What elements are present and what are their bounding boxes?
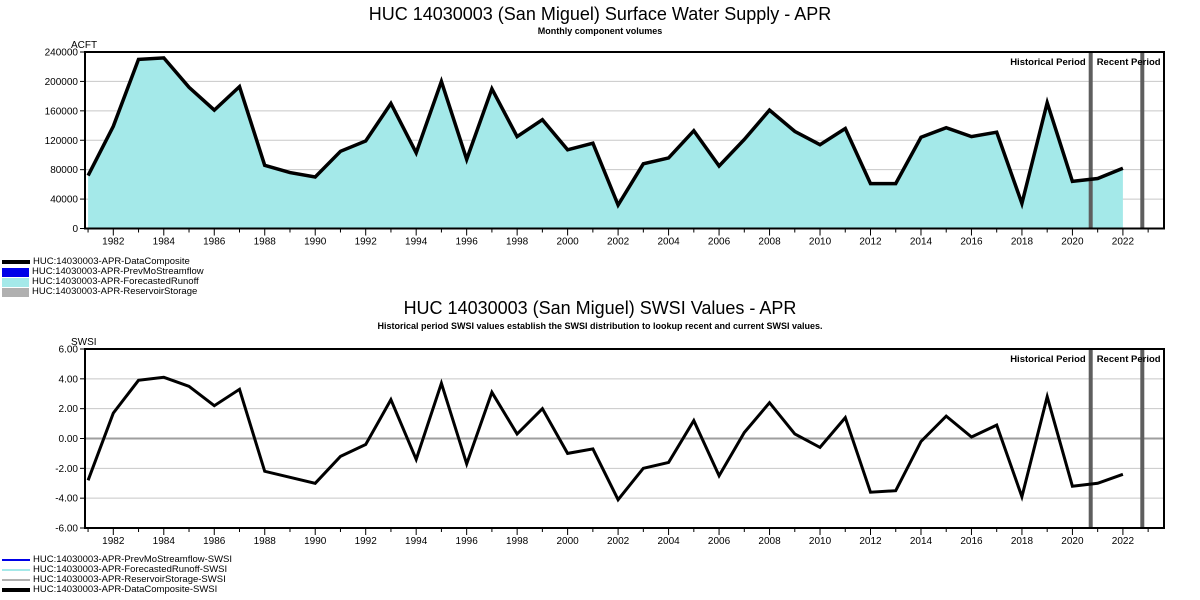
x-tick-label: 2022 bbox=[1112, 536, 1135, 547]
x-tick-label: 1986 bbox=[203, 536, 226, 547]
swsi-values-line bbox=[86, 375, 1124, 503]
x-tick-label: 2010 bbox=[809, 237, 832, 248]
x-tick-label: 1996 bbox=[456, 536, 479, 547]
x-tick-label: 2002 bbox=[607, 536, 630, 547]
x-tick-label: 1984 bbox=[153, 536, 176, 547]
historical-period-label: Historical Period bbox=[1010, 57, 1086, 68]
y-tick-label: 0.00 bbox=[59, 434, 79, 445]
surface-water-supply-area bbox=[88, 57, 1123, 229]
x-tick-label: 2020 bbox=[1061, 536, 1084, 547]
legend-label: HUC:14030003-APR-ForecastedRunoff bbox=[32, 276, 199, 287]
x-tick-label: 1982 bbox=[102, 536, 125, 547]
legend-swatch-box bbox=[2, 287, 29, 297]
x-tick-label: 1996 bbox=[456, 237, 479, 248]
x-tick-label: 2022 bbox=[1112, 237, 1135, 248]
x-tick-label: 1998 bbox=[506, 536, 529, 547]
supply-legend: HUC:14030003-APR-DataComposite HUC:140300… bbox=[2, 257, 204, 297]
legend-item: HUC:14030003-APR-ReservoirStorage-SWSI bbox=[2, 575, 232, 585]
surface-water-supply-line bbox=[86, 56, 1124, 210]
swsi-chart-title: HUC 14030003 (San Miguel) SWSI Values - … bbox=[403, 298, 797, 318]
x-tick-label: 2000 bbox=[556, 536, 579, 547]
legend-label: HUC:14030003-APR-PrevMoStreamflow bbox=[32, 266, 204, 277]
legend-swatch-line bbox=[2, 579, 30, 581]
historical-period-label: Historical Period bbox=[1010, 354, 1086, 365]
legend-label: HUC:14030003-APR-DataComposite-SWSI bbox=[33, 584, 218, 595]
x-tick-label: 2002 bbox=[607, 237, 630, 248]
legend-swatch-thick-line bbox=[2, 260, 30, 264]
supply-chart-subtitle: Monthly component volumes bbox=[537, 26, 663, 36]
swsi-legend: HUC:14030003-APR-PrevMoStreamflow-SWSI HU… bbox=[2, 555, 232, 595]
legend-label: HUC:14030003-APR-PrevMoStreamflow-SWSI bbox=[33, 554, 233, 565]
x-tick-label: 1990 bbox=[304, 237, 327, 248]
legend-item: HUC:14030003-APR-PrevMoStreamflow bbox=[2, 267, 204, 277]
x-tick-label: 2012 bbox=[859, 536, 882, 547]
x-tick-label: 2000 bbox=[556, 237, 579, 248]
y-tick-label: 40000 bbox=[50, 195, 78, 206]
legend-swatch-box bbox=[2, 277, 29, 287]
x-tick-label: 1998 bbox=[506, 237, 529, 248]
legend-swatch-box bbox=[2, 267, 29, 277]
x-tick-label: 1986 bbox=[203, 237, 226, 248]
x-tick-label: 2016 bbox=[960, 536, 983, 547]
x-tick-label: 2018 bbox=[1011, 536, 1034, 547]
x-tick-label: 1990 bbox=[304, 536, 327, 547]
x-tick-label: 2014 bbox=[910, 536, 933, 547]
x-tick-label: 2012 bbox=[859, 237, 882, 248]
x-tick-label: 1988 bbox=[254, 237, 277, 248]
y-tick-label: 0 bbox=[72, 224, 78, 235]
x-tick-label: 2010 bbox=[809, 536, 832, 547]
recent-period-label: Recent Period bbox=[1097, 57, 1161, 68]
x-tick-label: 2004 bbox=[657, 536, 680, 547]
y-tick-label: -6.00 bbox=[55, 524, 78, 535]
x-tick-label: 1988 bbox=[254, 536, 277, 547]
x-tick-label: 1994 bbox=[405, 536, 428, 547]
y-tick-label: 120000 bbox=[45, 136, 79, 147]
x-tick-label: 1982 bbox=[102, 237, 125, 248]
x-tick-label: 1994 bbox=[405, 237, 428, 248]
x-tick-label: 2006 bbox=[708, 536, 731, 547]
y-tick-label: 80000 bbox=[50, 165, 78, 176]
y-tick-label: -4.00 bbox=[55, 494, 78, 505]
y-tick-label: 160000 bbox=[45, 106, 79, 117]
supply-chart-title: HUC 14030003 (San Miguel) Surface Water … bbox=[368, 4, 832, 24]
legend-item: HUC:14030003-APR-ForecastedRunoff-SWSI bbox=[2, 565, 232, 575]
recent-period-label: Recent Period bbox=[1097, 354, 1161, 365]
x-tick-label: 1984 bbox=[153, 237, 176, 248]
x-tick-label: 2008 bbox=[758, 237, 781, 248]
y-tick-label: 240000 bbox=[45, 48, 79, 59]
x-tick-label: 2014 bbox=[910, 237, 933, 248]
legend-label: HUC:14030003-APR-ForecastedRunoff-SWSI bbox=[33, 564, 228, 575]
y-tick-label: -2.00 bbox=[55, 464, 78, 475]
x-tick-label: 1992 bbox=[355, 536, 378, 547]
legend-swatch-line bbox=[2, 569, 30, 571]
legend-item: HUC:14030003-APR-ReservoirStorage bbox=[2, 287, 204, 297]
y-axis-unit-label: SWSI bbox=[71, 337, 97, 348]
legend-swatch-line bbox=[2, 559, 30, 561]
x-tick-label: 2006 bbox=[708, 237, 731, 248]
x-tick-label: 2008 bbox=[758, 536, 781, 547]
y-tick-label: 6.00 bbox=[59, 345, 79, 356]
x-tick-label: 2018 bbox=[1011, 237, 1034, 248]
swsi-chart-subtitle: Historical period SWSI values establish … bbox=[377, 321, 823, 331]
legend-label: HUC:14030003-APR-ReservoirStorage bbox=[32, 286, 198, 297]
swsi-values-plot: -6.00 -4.00 -2.00 0.00 2.00 4.00 6.00 1982 1984 1… bbox=[55, 337, 1165, 547]
y-axis-unit-label: ACFT bbox=[71, 40, 97, 51]
legend-swatch-thick-line bbox=[2, 588, 30, 592]
legend-item: HUC:14030003-APR-DataComposite bbox=[2, 257, 204, 267]
legend-item: HUC:14030003-APR-DataComposite-SWSI bbox=[2, 585, 232, 595]
legend-item: HUC:14030003-APR-ForecastedRunoff bbox=[2, 277, 204, 287]
y-tick-label: 4.00 bbox=[59, 374, 79, 385]
y-tick-label: 200000 bbox=[45, 77, 79, 88]
legend-label: HUC:14030003-APR-DataComposite bbox=[33, 256, 190, 267]
x-tick-label: 2020 bbox=[1061, 237, 1084, 248]
x-tick-label: 2016 bbox=[960, 237, 983, 248]
y-tick-label: 2.00 bbox=[59, 404, 79, 415]
surface-water-supply-plot: 0 40000 80000 120000 160000 200000 240000 1982 1… bbox=[45, 40, 1165, 248]
legend-item: HUC:14030003-APR-PrevMoStreamflow-SWSI bbox=[2, 555, 232, 565]
x-tick-label: 2004 bbox=[657, 237, 680, 248]
x-tick-label: 1992 bbox=[355, 237, 378, 248]
legend-label: HUC:14030003-APR-ReservoirStorage-SWSI bbox=[33, 574, 226, 585]
